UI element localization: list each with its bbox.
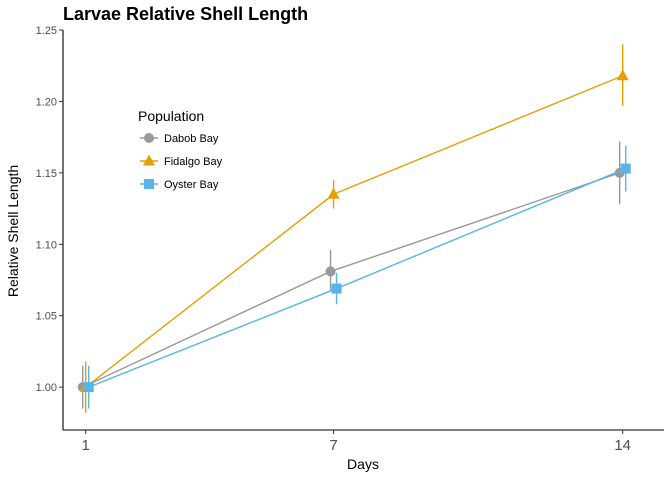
legend-title: Population xyxy=(138,108,204,124)
legend-label: Oyster Bay xyxy=(164,179,219,191)
y-tick-label: 1.25 xyxy=(36,25,57,37)
data-point xyxy=(327,187,340,199)
legend-item: Oyster Bay xyxy=(140,179,219,191)
data-point xyxy=(83,382,94,393)
legend: Population Dabob Bay Fidalgo Bay Oyster Ba… xyxy=(138,108,223,191)
x-tick-label: 14 xyxy=(614,437,631,454)
x-tick-label: 7 xyxy=(329,437,337,454)
series-dabob-bay xyxy=(77,141,625,409)
legend-label: Fidalgo Bay xyxy=(164,156,223,168)
series-line xyxy=(88,167,626,388)
data-point xyxy=(620,163,631,174)
x-axis-title: Days xyxy=(347,456,379,472)
chart-title: Larvae Relative Shell Length xyxy=(63,4,308,24)
legend-item: Fidalgo Bay xyxy=(140,154,223,168)
data-point xyxy=(325,266,336,277)
y-tick-label: 1.00 xyxy=(36,382,57,394)
data-point xyxy=(616,69,629,81)
legend-label: Dabob Bay xyxy=(164,133,219,145)
axes: 1.00 1.05 1.10 1.15 1.20 1.25 1 7 14 xyxy=(36,25,664,454)
x-tick-label: 1 xyxy=(82,437,90,454)
y-tick-label: 1.10 xyxy=(36,239,57,251)
legend-item: Dabob Bay xyxy=(140,133,219,145)
series-marks xyxy=(77,44,631,413)
y-tick-label: 1.20 xyxy=(36,96,57,108)
legend-key-marker xyxy=(144,179,154,189)
y-tick-label: 1.15 xyxy=(36,168,57,180)
legend-key-marker xyxy=(144,133,154,143)
series-oyster-bay xyxy=(83,145,631,409)
data-point xyxy=(331,283,342,294)
y-axis-title: Relative Shell Length xyxy=(5,165,21,297)
legend-key-marker xyxy=(143,154,155,166)
y-tick-label: 1.05 xyxy=(36,311,57,323)
